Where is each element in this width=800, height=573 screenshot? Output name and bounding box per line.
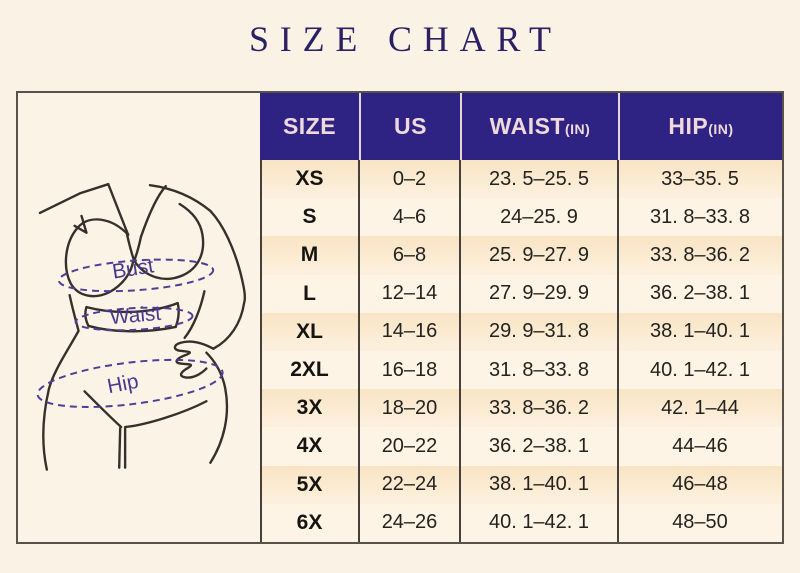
cell-waist: 24–25. 9 xyxy=(500,205,578,228)
body-outline-drawing xyxy=(38,182,247,471)
column-divider xyxy=(459,160,461,542)
header-label: US xyxy=(394,113,427,139)
cell-hip: 36. 2–38. 1 xyxy=(649,282,751,305)
cell-size: 2XL xyxy=(290,358,329,382)
cell-waist: 25. 9–27. 9 xyxy=(488,243,590,266)
waist-ellipse xyxy=(74,306,194,332)
cell-size: 4X xyxy=(296,434,323,458)
chart-frame: Bust Waist Hip SIZE US WAIST (IN) HIP (IN)… xyxy=(16,91,784,544)
table-row: 3X 18–20 33. 8–36. 2 42. 1–44 xyxy=(260,389,782,428)
cell-size: M xyxy=(300,243,319,267)
table-row: 4X 20–22 36. 2–38. 1 44–46 xyxy=(260,427,782,466)
header-cell-waist: WAIST (IN) xyxy=(460,93,618,160)
hip-ellipse xyxy=(36,358,224,408)
table-row: S 4–6 24–25. 9 31. 8–33. 8 xyxy=(260,198,782,237)
cell-us: 14–16 xyxy=(381,320,438,343)
header-cell-hip: HIP (IN) xyxy=(618,93,782,160)
cell-hip: 33–35. 5 xyxy=(661,167,739,190)
table-row: 6X 24–26 40. 1–42. 1 48–50 xyxy=(260,503,782,542)
cell-size: 3X xyxy=(296,396,323,420)
cell-hip: 38. 1–40. 1 xyxy=(649,320,751,343)
header-label: WAIST xyxy=(489,113,565,139)
header-label: SIZE xyxy=(282,113,337,139)
column-divider xyxy=(617,160,619,542)
cell-us: 18–20 xyxy=(381,396,438,419)
cell-size: XL xyxy=(296,319,323,343)
waist-label: Waist xyxy=(109,302,162,329)
table-row: 5X 22–24 38. 1–40. 1 46–48 xyxy=(260,465,782,504)
cell-hip: 46–48 xyxy=(672,473,728,496)
cell-hip: 31. 8–33. 8 xyxy=(649,205,751,228)
cell-us: 24–26 xyxy=(381,511,438,534)
cell-us: 4–6 xyxy=(392,205,427,228)
table-body: XS 0–2 23. 5–25. 5 33–35. 5 S 4–6 24–25. 9 31. … xyxy=(260,160,782,542)
table-row: L 12–14 27. 9–29. 9 36. 2–38. 1 xyxy=(260,274,782,313)
cell-size: S xyxy=(302,205,317,229)
cell-us: 0–2 xyxy=(392,167,427,190)
size-table: SIZE US WAIST (IN) HIP (IN) XS 0–2 23. 5–25.… xyxy=(260,93,782,542)
hip-label: Hip xyxy=(105,370,140,399)
cell-waist: 36. 2–38. 1 xyxy=(488,434,590,457)
table-row: XL 14–16 29. 9–31. 8 38. 1–40. 1 xyxy=(260,312,782,351)
cell-waist: 29. 9–31. 8 xyxy=(488,320,590,343)
cell-us: 16–18 xyxy=(381,358,438,381)
cell-hip: 42. 1–44 xyxy=(661,396,739,419)
measurement-ellipses xyxy=(36,258,224,408)
cell-hip: 40. 1–42. 1 xyxy=(649,358,751,381)
cell-us: 22–24 xyxy=(381,473,438,496)
table-row: 2XL 16–18 31. 8–33. 8 40. 1–42. 1 xyxy=(260,350,782,390)
cell-waist: 40. 1–42. 1 xyxy=(488,511,590,534)
cell-size: XS xyxy=(295,167,324,191)
cell-size: L xyxy=(303,281,316,305)
body-measurement-figure: Bust Waist Hip xyxy=(36,182,247,471)
cell-size: 6X xyxy=(296,510,323,534)
header-cell-size: SIZE xyxy=(260,93,359,160)
header-unit: (IN) xyxy=(708,120,734,137)
cell-hip: 48–50 xyxy=(672,511,728,534)
bust-ellipse xyxy=(57,258,215,293)
measurement-labels: Bust Waist Hip xyxy=(105,254,162,398)
cell-us: 6–8 xyxy=(392,243,427,266)
cell-waist: 27. 9–29. 9 xyxy=(488,282,590,305)
cell-waist: 33. 8–36. 2 xyxy=(488,396,590,419)
table-row: M 6–8 25. 9–27. 9 33. 8–36. 2 xyxy=(260,236,782,275)
cell-waist: 31. 8–33. 8 xyxy=(488,358,590,381)
cell-waist: 38. 1–40. 1 xyxy=(488,473,590,496)
bust-label: Bust xyxy=(111,254,156,283)
header-label: HIP xyxy=(668,113,709,139)
column-divider xyxy=(260,160,262,542)
cell-size: 5X xyxy=(296,472,323,496)
cell-us: 12–14 xyxy=(381,282,438,305)
cell-us: 20–22 xyxy=(381,434,438,457)
table-header-row: SIZE US WAIST (IN) HIP (IN) xyxy=(260,93,782,160)
page-title: SIZE CHART xyxy=(248,19,562,59)
table-row: XS 0–2 23. 5–25. 5 33–35. 5 xyxy=(260,160,782,199)
header-cell-us: US xyxy=(359,93,460,160)
column-divider xyxy=(358,160,360,542)
cell-waist: 23. 5–25. 5 xyxy=(488,167,590,190)
header-unit: (IN) xyxy=(565,120,591,137)
cell-hip: 44–46 xyxy=(672,434,728,457)
cell-hip: 33. 8–36. 2 xyxy=(649,243,751,266)
